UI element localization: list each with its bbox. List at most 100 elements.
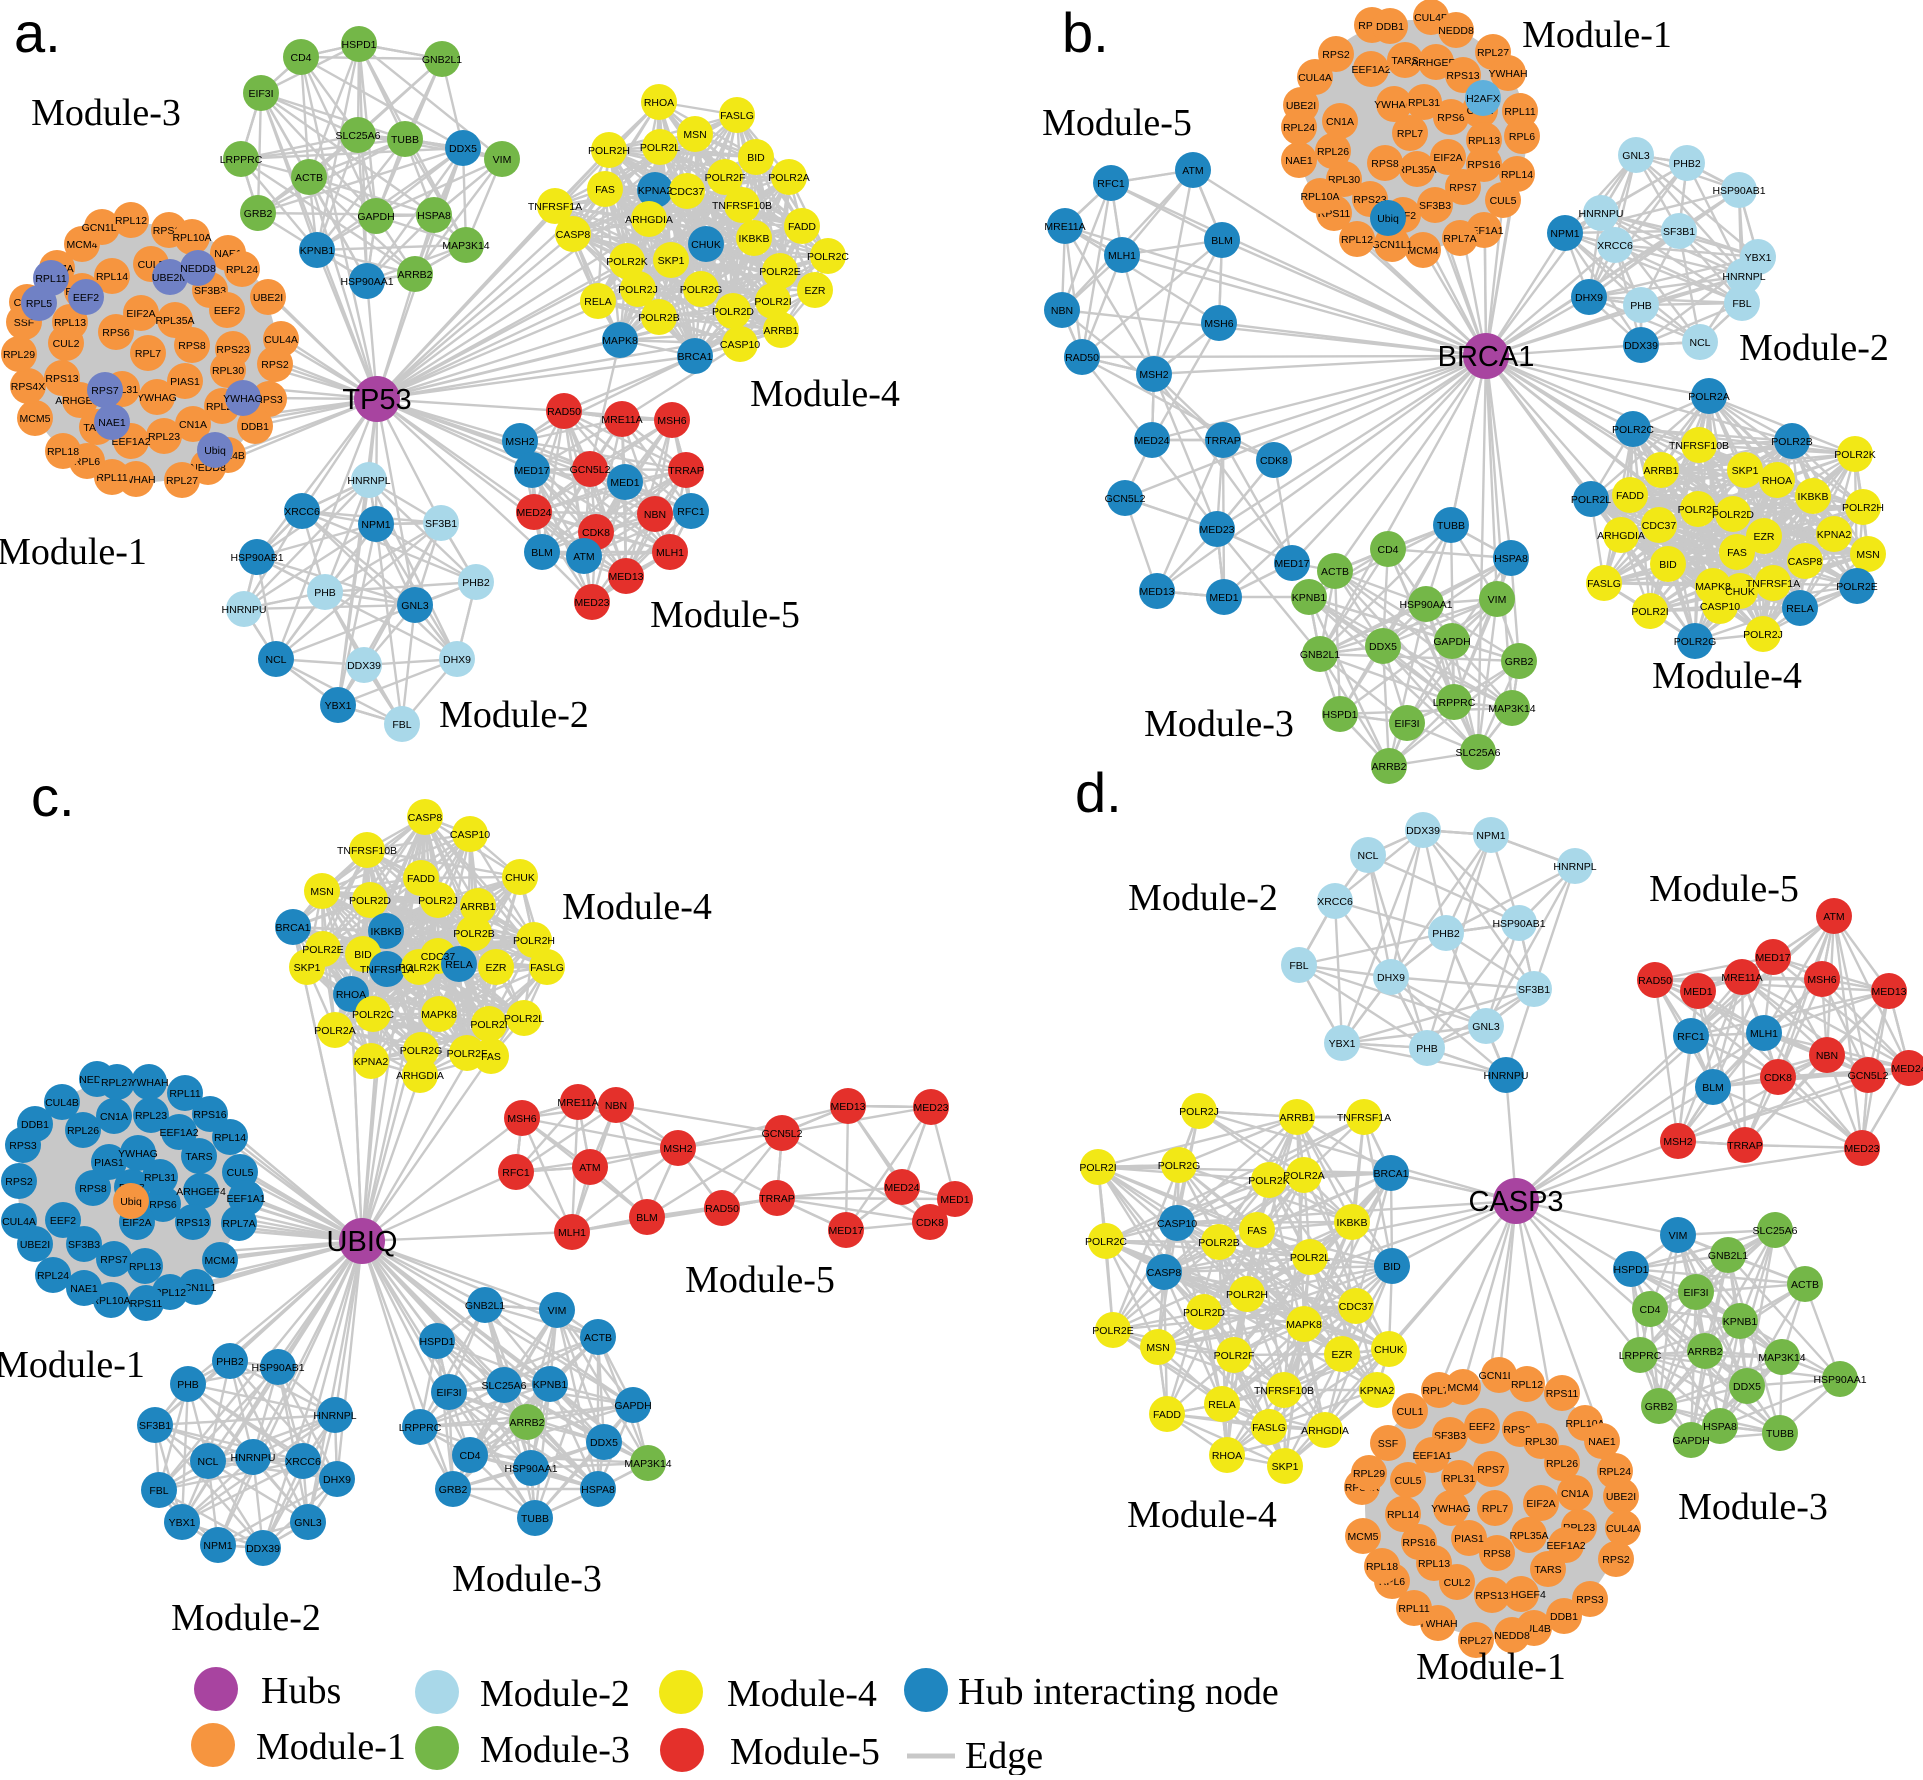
svg-text:HSPA8: HSPA8 [581, 1484, 615, 1496]
svg-text:FASLG: FASLG [530, 962, 564, 974]
svg-text:RPL24: RPL24 [226, 264, 258, 276]
svg-text:YWHAH: YWHAH [129, 1077, 168, 1089]
svg-text:Module-3: Module-3 [31, 92, 181, 134]
svg-text:RPL23: RPL23 [135, 1110, 167, 1122]
svg-text:RPS8: RPS8 [79, 1183, 107, 1195]
svg-text:MED24: MED24 [1891, 1063, 1923, 1075]
svg-text:Hub interacting node: Hub interacting node [958, 1671, 1279, 1713]
svg-text:CDK8: CDK8 [1260, 455, 1288, 467]
svg-text:MED1: MED1 [610, 477, 639, 489]
svg-text:NEDD8: NEDD8 [1438, 25, 1474, 37]
svg-text:RPL11: RPL11 [96, 472, 127, 484]
svg-text:GNB2L1: GNB2L1 [465, 1300, 505, 1312]
svg-text:HSP90AA1: HSP90AA1 [504, 1463, 557, 1475]
svg-text:FASLG: FASLG [720, 110, 754, 122]
svg-text:CUL5: CUL5 [1395, 1475, 1422, 1487]
svg-text:MED17: MED17 [1755, 952, 1790, 964]
svg-text:RPL11: RPL11 [1504, 106, 1535, 118]
svg-text:CUL2: CUL2 [1444, 1577, 1471, 1589]
svg-text:MRE11A: MRE11A [601, 414, 642, 426]
svg-text:RPL11: RPL11 [169, 1088, 200, 1100]
svg-text:Module-5: Module-5 [1042, 102, 1192, 144]
svg-text:GAPDH: GAPDH [614, 1400, 651, 1412]
svg-text:POLR2B: POLR2B [638, 312, 679, 324]
svg-text:CUL2: CUL2 [53, 338, 80, 350]
svg-text:UBE2M: UBE2M [152, 272, 188, 284]
svg-text:RPL13: RPL13 [54, 317, 86, 329]
svg-text:RPL12: RPL12 [1511, 1379, 1543, 1391]
svg-text:BLM: BLM [636, 1212, 658, 1224]
svg-text:BID: BID [354, 949, 372, 961]
svg-text:NPM1: NPM1 [203, 1540, 232, 1552]
svg-text:DDX39: DDX39 [347, 660, 381, 672]
svg-text:RPS6: RPS6 [1437, 112, 1465, 124]
svg-text:EZR: EZR [1754, 531, 1775, 543]
svg-text:SF3B3: SF3B3 [194, 285, 226, 297]
svg-text:NPM1: NPM1 [1550, 228, 1579, 240]
svg-text:RPL24: RPL24 [1599, 1466, 1631, 1478]
svg-text:EIF3I: EIF3I [1683, 1287, 1708, 1299]
svg-text:RPS8: RPS8 [178, 340, 206, 352]
svg-text:NAE1: NAE1 [70, 1283, 98, 1295]
svg-text:POLR2G: POLR2G [1158, 1160, 1201, 1172]
svg-text:DDX39: DDX39 [246, 1543, 280, 1555]
svg-text:RPL31: RPL31 [1408, 97, 1440, 109]
svg-text:Ubiq: Ubiq [120, 1196, 142, 1208]
svg-text:XRCC6: XRCC6 [285, 1456, 321, 1468]
svg-text:RPL7: RPL7 [1397, 128, 1423, 140]
svg-text:RAD50: RAD50 [547, 406, 581, 418]
svg-text:POLR2B: POLR2B [1771, 436, 1812, 448]
svg-text:FASLG: FASLG [1587, 578, 1621, 590]
svg-text:ARRB1: ARRB1 [1279, 1112, 1314, 1124]
svg-text:RPS3: RPS3 [9, 1140, 37, 1152]
svg-text:FAS: FAS [1247, 1225, 1267, 1237]
svg-text:FASLG: FASLG [1252, 1422, 1286, 1434]
svg-text:d.: d. [1075, 761, 1122, 824]
svg-text:IKBKB: IKBKB [1798, 491, 1829, 503]
svg-text:FADD: FADD [1616, 490, 1644, 502]
svg-text:CUL4A: CUL4A [264, 334, 298, 346]
svg-text:NAE1: NAE1 [1285, 155, 1313, 167]
svg-text:PIAS1: PIAS1 [170, 376, 200, 388]
svg-text:PHB2: PHB2 [1673, 158, 1701, 170]
svg-text:GRB2: GRB2 [1645, 1401, 1674, 1413]
svg-text:MED13: MED13 [1871, 986, 1906, 998]
svg-text:HSPD1: HSPD1 [341, 39, 376, 51]
svg-text:RPL6: RPL6 [1509, 131, 1535, 143]
svg-text:RPL18: RPL18 [47, 446, 79, 458]
svg-text:RPS13: RPS13 [45, 373, 78, 385]
svg-text:RPL13: RPL13 [129, 1261, 161, 1273]
svg-text:BID: BID [1383, 1261, 1401, 1273]
svg-text:SSF: SSF [14, 317, 34, 329]
svg-text:POLR2H: POLR2H [1226, 1289, 1268, 1301]
svg-text:MED13: MED13 [608, 571, 643, 583]
svg-text:MCM5: MCM5 [20, 413, 51, 425]
svg-text:Module-2: Module-2 [1739, 327, 1889, 369]
svg-text:CD4: CD4 [290, 52, 311, 64]
svg-text:MCM4: MCM4 [1408, 245, 1439, 257]
svg-text:MED23: MED23 [1844, 1143, 1879, 1155]
svg-text:MCM5: MCM5 [1348, 1531, 1379, 1543]
svg-text:PIAS1: PIAS1 [1454, 1533, 1484, 1545]
svg-text:XRCC6: XRCC6 [284, 506, 320, 518]
svg-text:RPL24: RPL24 [1283, 122, 1315, 134]
svg-text:CUL4A: CUL4A [2, 1216, 36, 1228]
svg-text:HNRNPU: HNRNPU [1484, 1070, 1529, 1082]
svg-text:MED23: MED23 [1199, 524, 1234, 536]
svg-text:ARRB1: ARRB1 [1643, 465, 1678, 477]
svg-text:ARHGDIA: ARHGDIA [1597, 530, 1645, 542]
svg-text:POLR2C: POLR2C [1085, 1236, 1127, 1248]
svg-text:POLR2L: POLR2L [1571, 494, 1611, 506]
svg-text:YWHAG: YWHAG [223, 393, 263, 405]
svg-text:b.: b. [1062, 1, 1109, 64]
svg-text:POLR2E: POLR2E [759, 266, 800, 278]
svg-text:LRPPRC: LRPPRC [220, 154, 263, 166]
svg-text:DHX9: DHX9 [1575, 292, 1603, 304]
svg-text:FADD: FADD [1153, 1409, 1181, 1421]
svg-text:NPM1: NPM1 [361, 519, 390, 531]
svg-text:NCL: NCL [1357, 850, 1378, 862]
svg-text:POLR2K: POLR2K [1834, 449, 1875, 461]
svg-text:DHX9: DHX9 [323, 1474, 351, 1486]
svg-text:GRB2: GRB2 [1505, 656, 1534, 668]
svg-text:RPL11: RPL11 [35, 273, 66, 285]
